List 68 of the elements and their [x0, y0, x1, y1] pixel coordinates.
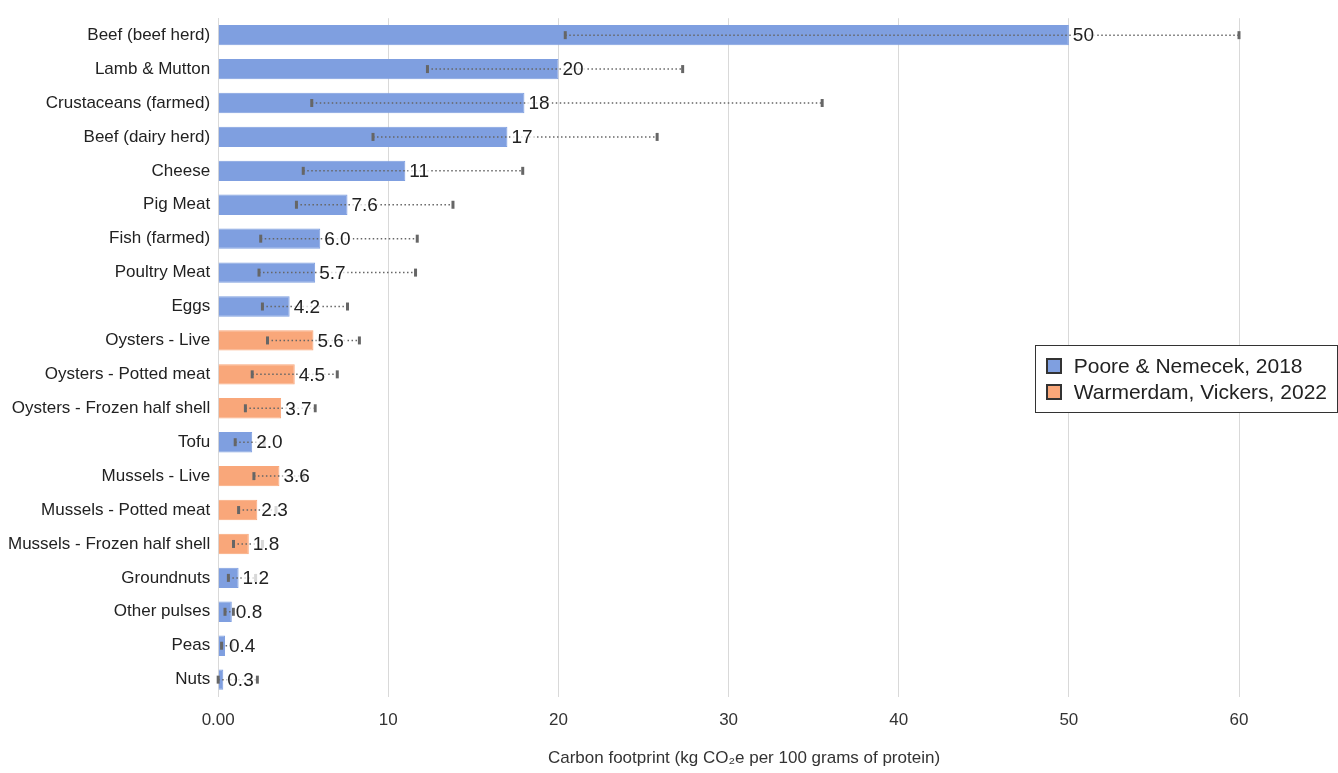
- bar: [218, 92, 525, 114]
- bar: [218, 398, 282, 419]
- data-label: 5.7: [319, 261, 346, 283]
- data-label: 0.3: [227, 668, 254, 690]
- x-tick-label: 0.00: [201, 710, 235, 730]
- data-label: 6.0: [324, 227, 351, 249]
- data-label: 3.6: [283, 465, 310, 487]
- legend-label: Poore & Nemecek, 2018: [1072, 354, 1304, 378]
- bar: [218, 194, 348, 215]
- y-tick-label: Other pulses: [113, 601, 211, 621]
- bar: [218, 58, 559, 80]
- bar: [218, 465, 280, 487]
- x-tick-label: 60: [1229, 710, 1249, 730]
- y-tick-label: Beef (beef herd): [87, 24, 211, 44]
- data-label: 4.5: [298, 363, 326, 385]
- bar: [218, 296, 290, 317]
- data-label: 0.8: [235, 601, 263, 623]
- y-tick-label: Groundnuts: [121, 567, 211, 587]
- y-tick-label: Tofu: [178, 431, 211, 451]
- data-label: 1.8: [252, 533, 280, 555]
- x-tick-label: 50: [1059, 710, 1079, 730]
- data-label: 11: [409, 160, 430, 182]
- data-label: 1.2: [242, 567, 270, 589]
- x-tick-label: 30: [719, 710, 739, 730]
- x-axis-title: Carbon footprint (kg CO₂e per 100 grams of protein): [546, 748, 942, 768]
- y-tick-label: Cheese: [151, 160, 211, 180]
- y-tick-label: Pig Meat: [143, 194, 211, 214]
- data-label: 0.4: [228, 634, 256, 656]
- y-tick-label: Oysters - Live: [105, 330, 211, 350]
- data-label: 4.2: [293, 295, 321, 317]
- y-tick-label: Eggs: [171, 296, 211, 316]
- data-label: 5.6: [317, 329, 344, 351]
- bar: [218, 262, 316, 283]
- bar: [218, 160, 406, 182]
- data-label: 50: [1072, 24, 1094, 46]
- bar: [218, 330, 314, 351]
- y-tick-label: Lamb & Mutton: [94, 58, 211, 78]
- data-label: 17: [511, 126, 533, 148]
- legend-label: Warmerdam, Vickers, 2022: [1072, 380, 1327, 404]
- bar: [218, 533, 249, 555]
- y-tick-label: Poultry Meat: [114, 262, 211, 282]
- data-label: 18: [528, 92, 550, 114]
- x-tick-label: 20: [548, 710, 568, 730]
- y-tick-label: Fish (farmed): [109, 228, 211, 248]
- x-tick-label: 40: [889, 710, 909, 730]
- y-tick-label: Oysters - Frozen half shell: [11, 397, 211, 417]
- bar: [218, 601, 232, 622]
- data-label: 2.3: [261, 499, 288, 521]
- y-tick-label: Crustaceans (farmed): [45, 92, 211, 112]
- data-label: 7.6: [351, 193, 378, 215]
- data-label: 20: [562, 58, 584, 80]
- x-tick-label: 10: [378, 710, 398, 730]
- y-tick-label: Nuts: [175, 669, 211, 689]
- bar: [218, 364, 295, 385]
- y-tick-label: Beef (dairy herd): [83, 126, 211, 146]
- data-label: 3.7: [285, 397, 312, 419]
- y-tick-label: Mussels - Potted meat: [41, 499, 211, 519]
- bar: [218, 432, 253, 453]
- bar: [218, 499, 258, 521]
- y-tick-label: Mussels - Frozen half shell: [7, 533, 211, 553]
- bar: [218, 228, 321, 249]
- bar: [218, 24, 1069, 46]
- y-tick-label: Mussels - Live: [101, 465, 211, 485]
- bar: [218, 126, 508, 148]
- y-tick-label: Oysters - Potted meat: [44, 364, 211, 384]
- data-label: 2.0: [256, 431, 283, 453]
- y-tick-label: Peas: [171, 635, 211, 655]
- bar: [218, 567, 239, 589]
